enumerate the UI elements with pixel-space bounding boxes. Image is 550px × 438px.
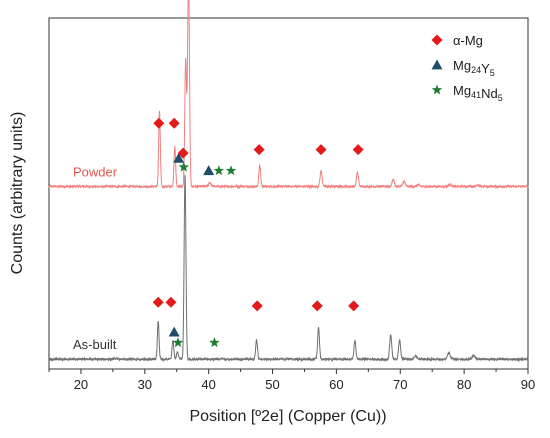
- x-axis-title: Position [º2e] (Copper (Cu)): [189, 408, 386, 425]
- traces: [48, 0, 529, 363]
- diamond-marker: [177, 147, 189, 159]
- trace-label: Powder: [73, 165, 118, 180]
- x-axis: 20 30 40 50 60 70 80 90: [48, 369, 535, 392]
- diamond-marker: [315, 144, 327, 156]
- legend-triangle-icon: [431, 59, 443, 70]
- diamond-marker: [348, 300, 360, 312]
- x-tick-label: 50: [265, 377, 279, 392]
- trace-labels: Powder As-built: [73, 165, 118, 353]
- diamond-marker: [253, 144, 265, 156]
- star-marker: [172, 337, 184, 348]
- x-tick-label: 60: [329, 377, 343, 392]
- triangle-marker: [203, 165, 215, 176]
- star-marker: [213, 165, 225, 176]
- triangle-marker: [173, 152, 185, 163]
- legend-label: α-Mg: [453, 33, 483, 48]
- x-tick-label: 80: [457, 377, 471, 392]
- legend-diamond-icon: [431, 34, 443, 46]
- triangle-marker: [168, 326, 180, 337]
- trace-label: As-built: [73, 337, 117, 352]
- diamond-marker: [352, 144, 364, 156]
- legend-label: Mg24Y5: [453, 58, 495, 78]
- diamond-marker: [168, 117, 180, 129]
- y-axis-title: Counts (arbitrary units): [9, 112, 26, 275]
- x-tick-label: 70: [393, 377, 407, 392]
- diamond-marker: [165, 296, 177, 308]
- star-marker: [209, 337, 220, 348]
- x-tick-label: 40: [201, 377, 215, 392]
- x-tick-label: 90: [521, 377, 535, 392]
- series-line-powder: [48, 0, 529, 190]
- legend-star-icon: [431, 84, 443, 95]
- diamond-marker: [251, 300, 263, 312]
- diamond-marker: [153, 117, 165, 129]
- legend-label: Mg41Nd5: [453, 83, 503, 103]
- series-line-as-built: [48, 174, 529, 363]
- phase-markers: [152, 117, 364, 348]
- diamond-marker: [311, 300, 323, 312]
- plot-frame: [48, 17, 529, 370]
- x-tick-label: 30: [138, 377, 152, 392]
- legend: α-Mg Mg24Y5 Mg41Nd5: [431, 33, 503, 103]
- diamond-marker: [152, 296, 164, 308]
- star-marker: [225, 165, 237, 176]
- star-marker: [178, 161, 189, 172]
- x-tick-label: 20: [74, 377, 88, 392]
